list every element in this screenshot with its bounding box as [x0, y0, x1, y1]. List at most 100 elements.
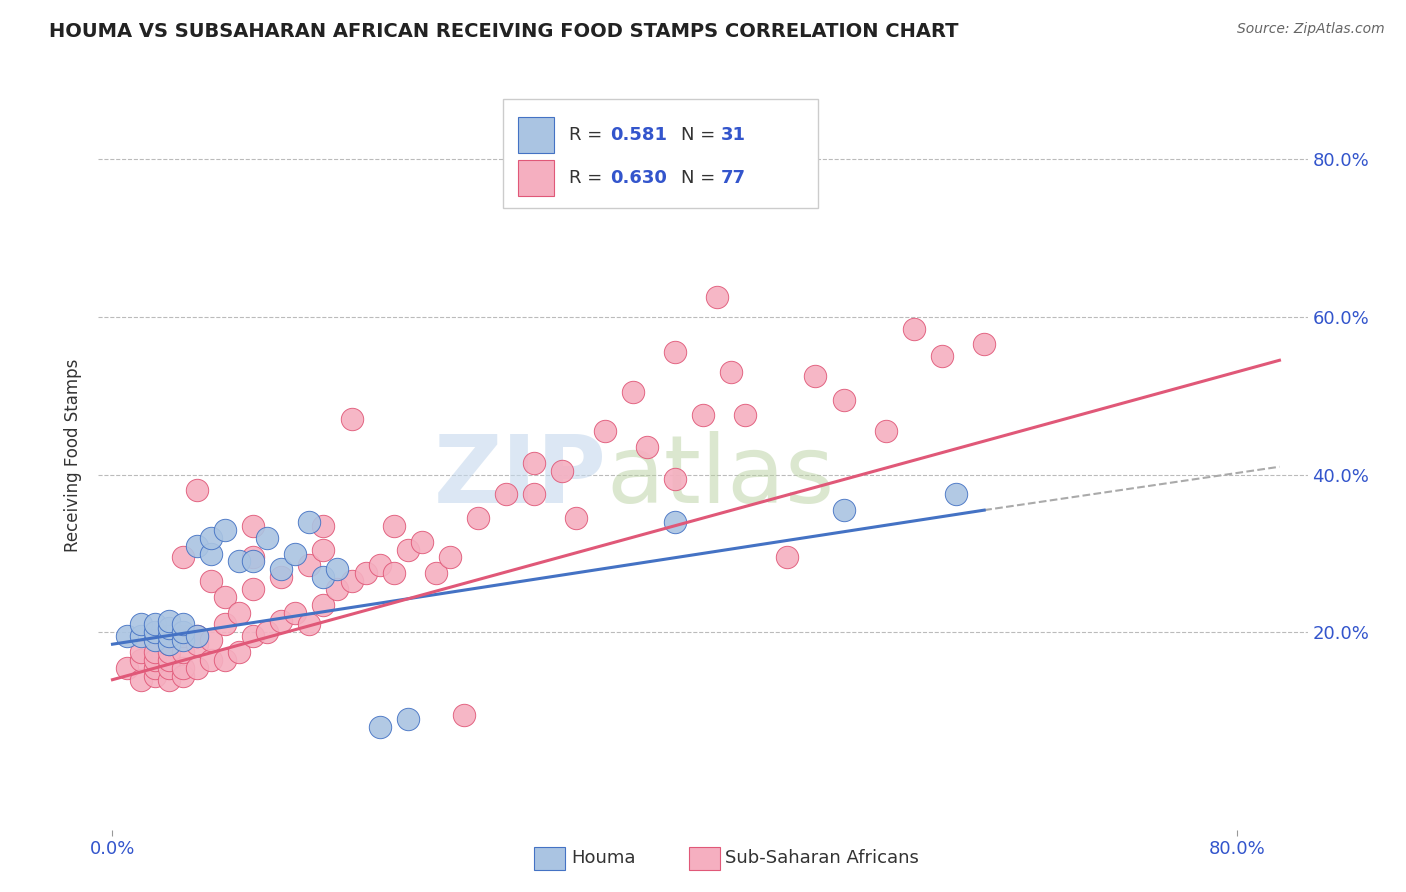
Point: [368, 720, 391, 734]
Point: [157, 637, 180, 651]
Point: [242, 629, 264, 643]
Text: R =: R =: [569, 126, 607, 144]
Point: [593, 424, 616, 438]
Text: ZIP: ZIP: [433, 432, 606, 524]
Point: [875, 424, 897, 438]
Point: [157, 622, 180, 636]
Point: [664, 472, 686, 486]
Point: [228, 645, 250, 659]
Text: N =: N =: [682, 169, 721, 186]
Point: [157, 673, 180, 687]
Point: [298, 515, 321, 529]
Point: [382, 519, 405, 533]
Text: 77: 77: [721, 169, 747, 186]
Point: [776, 550, 799, 565]
Bar: [517, 117, 554, 153]
Point: [692, 409, 714, 423]
Point: [129, 629, 152, 643]
Point: [439, 550, 461, 565]
Point: [186, 629, 208, 643]
Point: [340, 574, 363, 588]
Point: [200, 531, 222, 545]
Point: [129, 645, 152, 659]
Point: [523, 487, 546, 501]
Point: [172, 633, 194, 648]
Point: [186, 629, 208, 643]
Point: [312, 570, 335, 584]
Point: [172, 625, 194, 640]
Text: HOUMA VS SUBSAHARAN AFRICAN RECEIVING FOOD STAMPS CORRELATION CHART: HOUMA VS SUBSAHARAN AFRICAN RECEIVING FO…: [49, 22, 959, 41]
Point: [903, 322, 925, 336]
Point: [200, 633, 222, 648]
Point: [214, 617, 236, 632]
Point: [832, 392, 855, 407]
Point: [157, 645, 180, 659]
Point: [172, 661, 194, 675]
Point: [396, 712, 419, 726]
Point: [368, 558, 391, 573]
Point: [284, 547, 307, 561]
Point: [523, 456, 546, 470]
Point: [284, 606, 307, 620]
Point: [157, 629, 180, 643]
Point: [143, 645, 166, 659]
Point: [298, 617, 321, 632]
Bar: [689, 847, 720, 870]
Text: R =: R =: [569, 169, 607, 186]
Point: [129, 653, 152, 667]
Point: [256, 531, 278, 545]
Point: [453, 708, 475, 723]
Point: [157, 653, 180, 667]
Point: [172, 550, 194, 565]
Point: [270, 562, 292, 576]
Point: [425, 566, 447, 581]
Point: [664, 515, 686, 529]
Point: [172, 669, 194, 683]
Point: [832, 503, 855, 517]
Point: [186, 637, 208, 651]
Point: [200, 547, 222, 561]
Point: [157, 661, 180, 675]
Point: [396, 542, 419, 557]
Point: [129, 617, 152, 632]
Point: [242, 550, 264, 565]
Point: [172, 645, 194, 659]
Point: [551, 464, 574, 478]
Point: [270, 614, 292, 628]
Point: [157, 637, 180, 651]
Point: [720, 365, 742, 379]
Point: [256, 625, 278, 640]
Point: [143, 625, 166, 640]
Point: [621, 384, 644, 399]
Text: Source: ZipAtlas.com: Source: ZipAtlas.com: [1237, 22, 1385, 37]
Point: [157, 614, 180, 628]
Point: [115, 661, 138, 675]
Point: [186, 483, 208, 498]
Point: [326, 562, 349, 576]
Point: [312, 519, 335, 533]
Point: [664, 345, 686, 359]
Point: [411, 534, 433, 549]
Point: [172, 629, 194, 643]
Point: [270, 570, 292, 584]
Point: [115, 629, 138, 643]
Point: [354, 566, 377, 581]
Point: [200, 574, 222, 588]
Point: [973, 337, 995, 351]
Point: [214, 590, 236, 604]
Point: [242, 582, 264, 596]
Y-axis label: Receiving Food Stamps: Receiving Food Stamps: [65, 359, 83, 551]
Point: [382, 566, 405, 581]
Point: [143, 633, 166, 648]
Point: [312, 542, 335, 557]
Point: [734, 409, 756, 423]
Point: [214, 523, 236, 537]
Point: [804, 369, 827, 384]
Bar: [534, 847, 565, 870]
Point: [636, 440, 658, 454]
Point: [172, 617, 194, 632]
Point: [143, 669, 166, 683]
Point: [228, 606, 250, 620]
Point: [242, 554, 264, 568]
Point: [495, 487, 517, 501]
